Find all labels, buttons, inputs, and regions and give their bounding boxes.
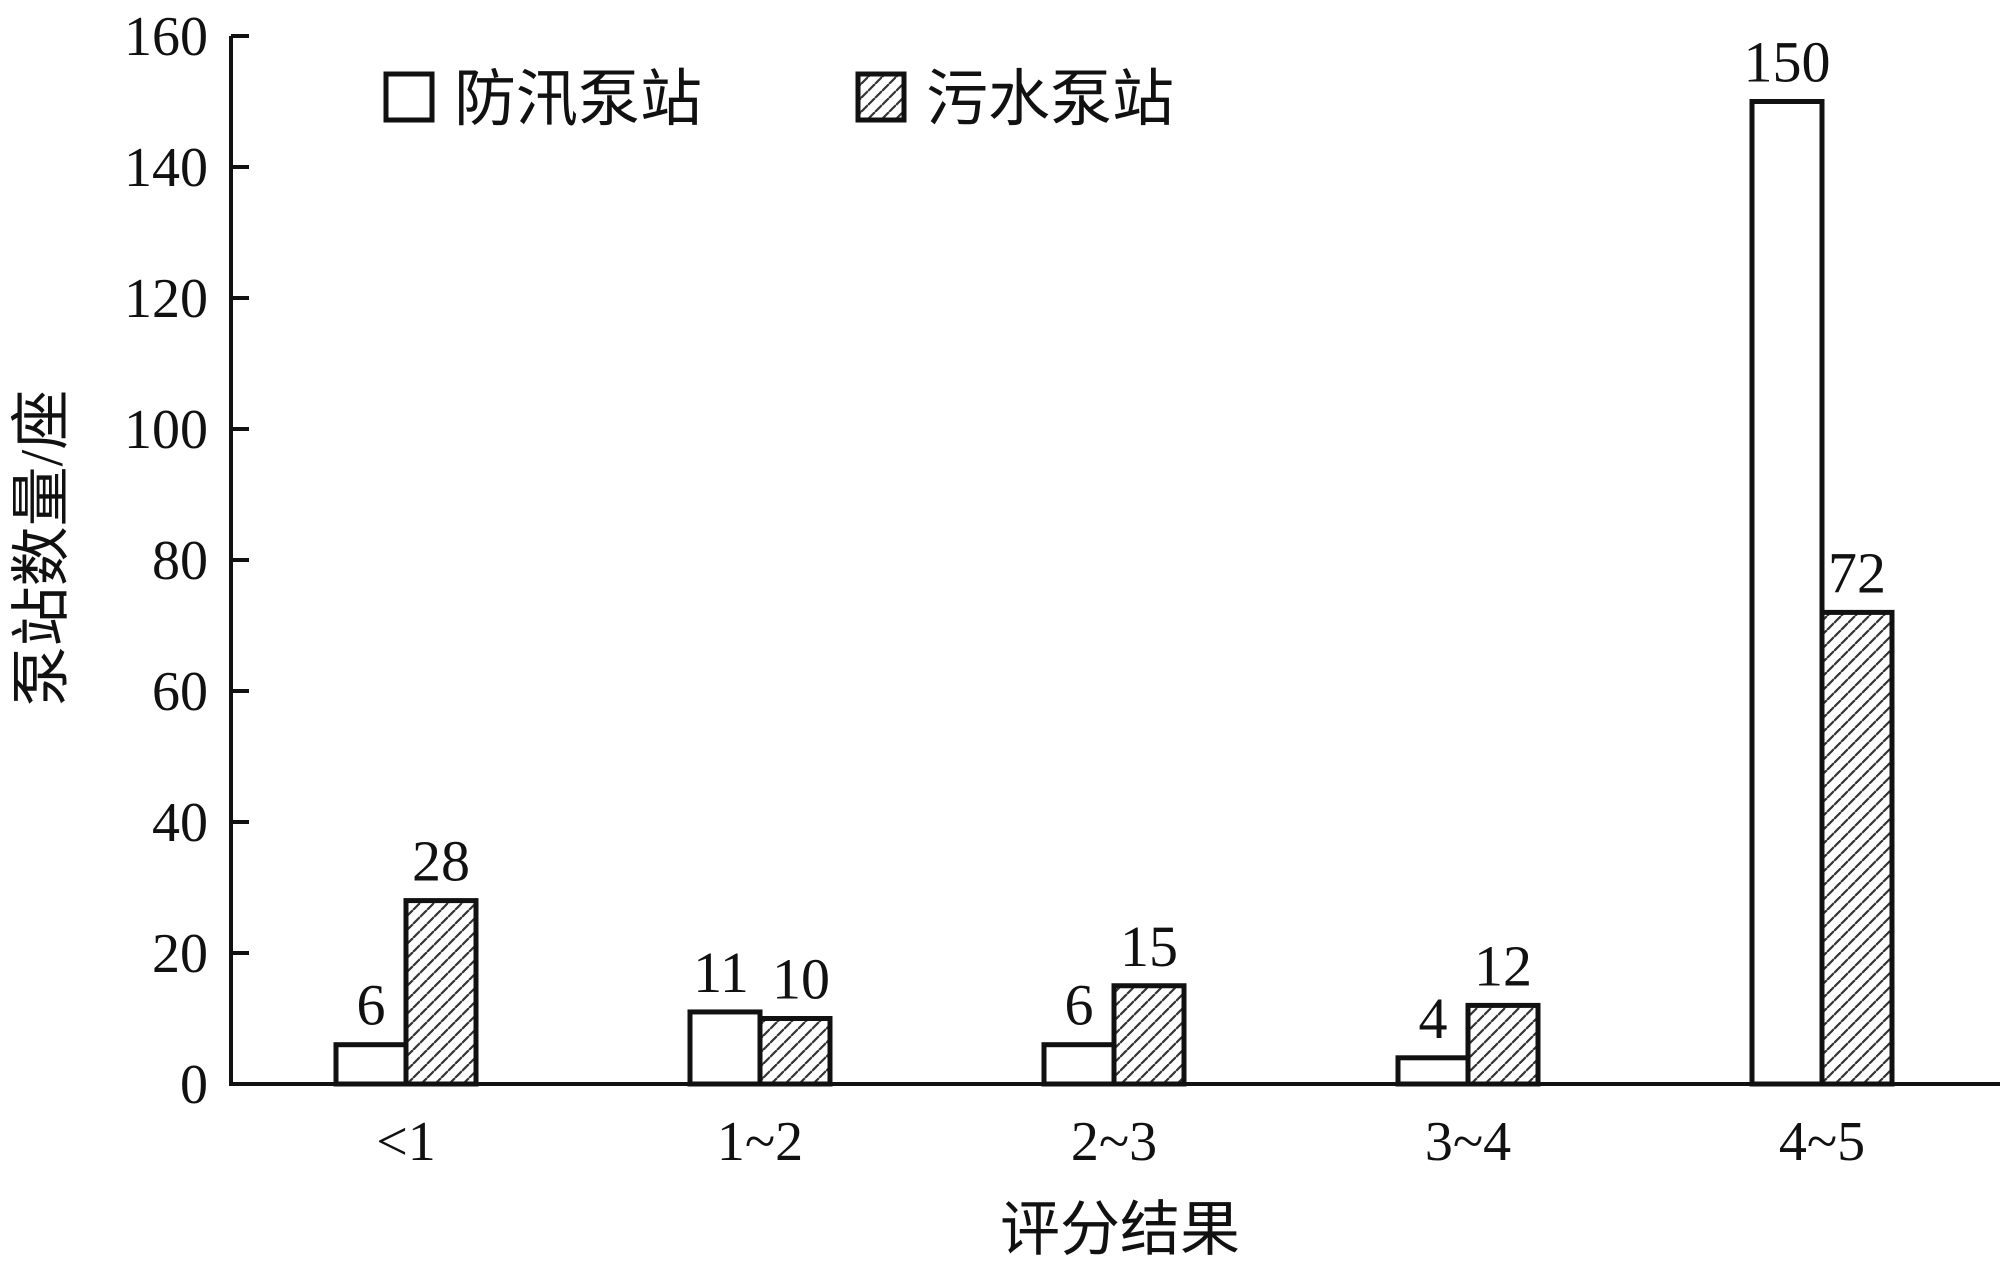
bar-flood-station (1395, 1055, 1471, 1087)
data-labels: 6 11 6 4 150 28 10 15 12 72 (357, 30, 1887, 1051)
legend-label-sewage-station: 污水泵站 (926, 66, 1174, 134)
data-label: 12 (1474, 933, 1532, 998)
y-tick-label: 20 (152, 923, 208, 985)
bars (333, 99, 1895, 1087)
x-tick-label: 3~4 (1425, 1111, 1511, 1173)
y-tick-label: 40 (152, 792, 208, 854)
x-tick-label: 2~3 (1071, 1111, 1157, 1173)
bar-sewage-station (1465, 1002, 1541, 1087)
bar-flood-station (687, 1009, 763, 1087)
y-tick-label: 60 (152, 661, 208, 723)
y-tick-label: 120 (124, 268, 208, 330)
bar-sewage-station (403, 898, 479, 1087)
y-tick-label: 100 (124, 399, 208, 461)
bar-sewage-station (757, 1016, 833, 1087)
y-axis-title: 泵站数量/座 (9, 390, 75, 707)
y-tick-label: 0 (180, 1054, 208, 1116)
bar-flood-station (1041, 1042, 1117, 1087)
bar-flood-station (1749, 99, 1825, 1087)
data-label: 10 (772, 947, 830, 1012)
bar-sewage-station (1819, 609, 1895, 1087)
legend: 防汛泵站 污水泵站 (383, 66, 1174, 134)
legend-swatch-flood-station (383, 71, 435, 123)
data-label: 6 (1065, 973, 1094, 1038)
data-label: 15 (1120, 914, 1178, 979)
x-tick-label: 1~2 (717, 1111, 803, 1173)
x-axis-title: 评分结果 (1000, 1197, 1240, 1263)
bar-flood-station (333, 1042, 409, 1087)
x-axis: <1 1~2 2~3 3~4 4~5 (376, 1111, 1865, 1173)
legend-swatch-sewage-station (855, 71, 907, 123)
data-label: 11 (693, 940, 749, 1005)
x-tick-label: <1 (376, 1111, 436, 1173)
data-label: 28 (412, 829, 470, 894)
y-tick-label: 160 (124, 6, 208, 68)
y-tick-label: 140 (124, 137, 208, 199)
data-label: 72 (1828, 540, 1886, 605)
data-label: 150 (1744, 30, 1831, 95)
legend-label-flood-station: 防汛泵站 (454, 66, 702, 134)
y-axis: 0 20 40 60 80 100 120 140 160 (124, 6, 249, 1116)
x-tick-label: 4~5 (1779, 1111, 1865, 1173)
data-label: 6 (357, 973, 386, 1038)
bar-sewage-station (1111, 983, 1187, 1087)
y-tick-label: 80 (152, 530, 208, 592)
data-label: 4 (1419, 986, 1448, 1051)
